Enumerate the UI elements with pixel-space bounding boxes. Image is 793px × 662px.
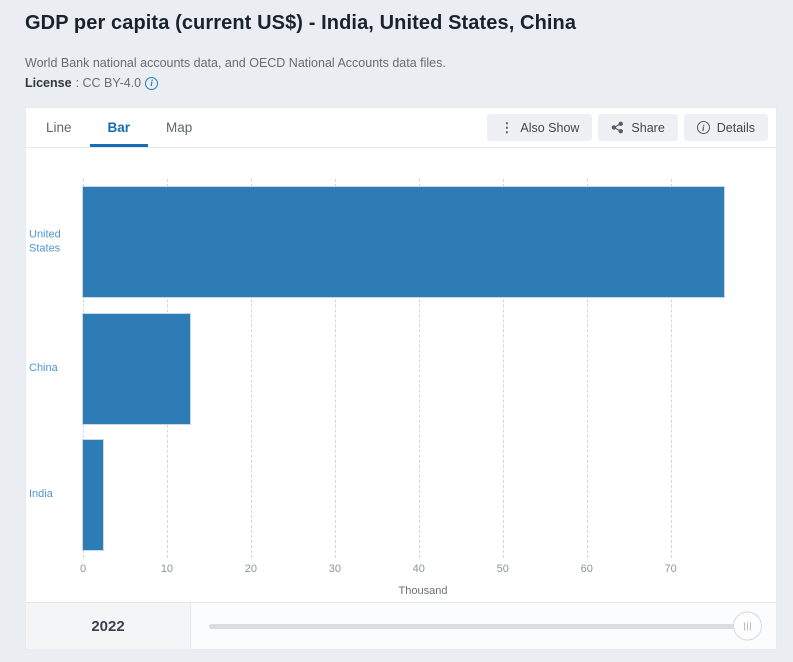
also-show-label: Also Show	[520, 120, 580, 135]
kebab-vertical-icon: ⋮	[500, 120, 514, 135]
toolbar: ⋮ Also Show Share	[487, 108, 768, 147]
bar-chart: 0 10 20 30 40 50 60 70 United States China India T…	[26, 148, 776, 604]
also-show-button[interactable]: ⋮ Also Show	[487, 114, 593, 141]
info-circle-icon: i	[696, 121, 710, 134]
slider-handle[interactable]	[733, 611, 762, 641]
gridline	[586, 179, 588, 558]
x-tick-label: 20	[244, 563, 258, 575]
x-tick-label: 70	[664, 563, 677, 575]
license-info-icon[interactable]: i	[145, 76, 159, 90]
details-label: Details	[716, 120, 755, 135]
page-header: GDP per capita (current US$) - India, Un…	[0, 0, 793, 90]
category-label-china: China	[29, 361, 58, 374]
gridline	[418, 179, 420, 558]
page-title: GDP per capita (current US$) - India, Un…	[25, 12, 577, 34]
license-label: License	[25, 76, 72, 90]
grip-icon	[750, 622, 751, 630]
slider-track[interactable]	[209, 611, 762, 641]
plot-area: 0 10 20 30 40 50 60 70 United States China India	[29, 179, 763, 575]
gridline	[502, 179, 504, 558]
tab-map[interactable]: Map	[166, 120, 193, 135]
page-subtitle: World Bank national accounts data, and O…	[25, 56, 446, 70]
year-label: 2022	[26, 603, 191, 649]
category-label-united-states: United States	[29, 228, 61, 255]
category-label-india: India	[29, 487, 53, 500]
gridline	[250, 179, 252, 558]
chart-card: Line Bar Map ⋮ Also Show	[25, 107, 777, 650]
grip-icon	[747, 622, 748, 630]
x-tick-label: 60	[580, 563, 593, 575]
gridline	[334, 179, 336, 558]
tab-bar[interactable]: Bar	[89, 108, 149, 147]
bar-india[interactable]	[83, 439, 104, 550]
x-tick-label: 10	[160, 563, 174, 575]
tab-list: Line Bar Map	[28, 108, 210, 147]
x-tick-label: 30	[328, 563, 341, 575]
share-label: Share	[631, 120, 665, 135]
year-slider	[191, 603, 776, 649]
time-slider-row: 2022	[26, 602, 776, 649]
license-row: License : CC BY-4.0 i	[25, 76, 768, 90]
license-value: : CC BY-4.0	[75, 76, 142, 90]
grip-icon	[744, 622, 745, 630]
x-tick-label: 0	[79, 563, 87, 575]
x-tick-label: 50	[496, 563, 509, 575]
details-button[interactable]: i Details	[683, 114, 768, 141]
share-icon	[611, 121, 624, 134]
share-button[interactable]: Share	[598, 114, 678, 141]
x-axis-title: Thousand	[398, 585, 448, 597]
gridline	[670, 179, 672, 558]
x-tick-label: 40	[412, 563, 425, 575]
bar-china[interactable]	[83, 313, 190, 424]
bar-united-states[interactable]	[83, 187, 724, 298]
tab-line[interactable]: Line	[46, 120, 72, 135]
tab-bar: Line Bar Map ⋮ Also Show	[26, 108, 776, 148]
